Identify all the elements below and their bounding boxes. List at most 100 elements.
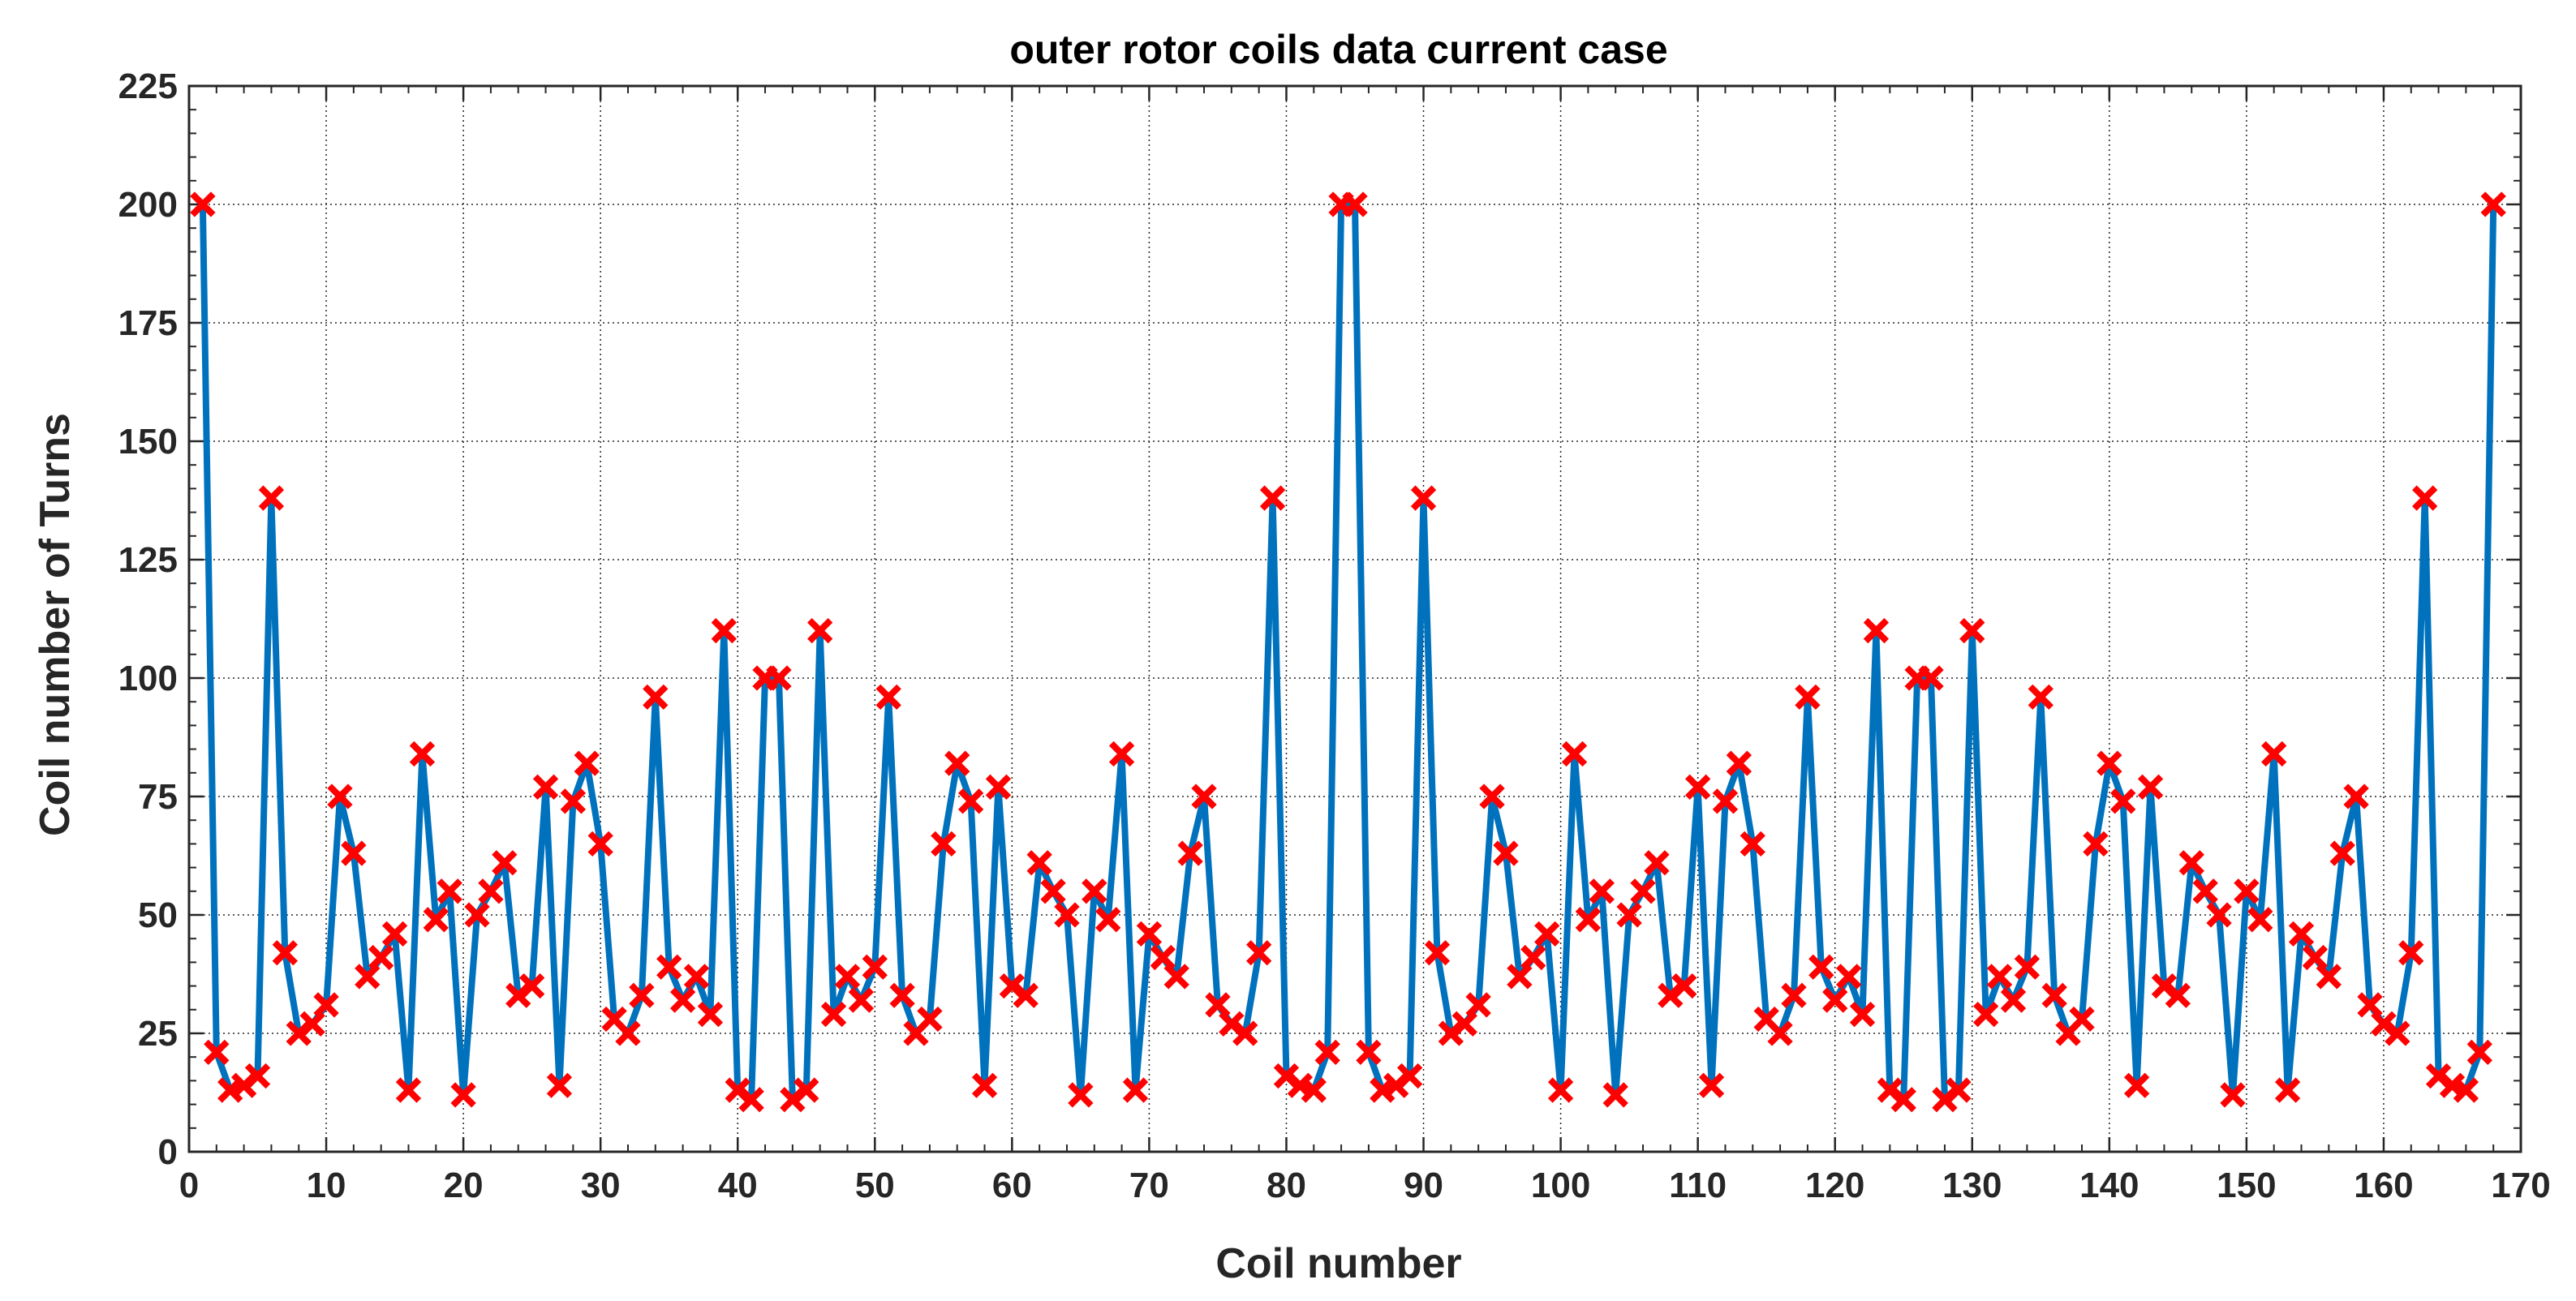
data-point-marker (1959, 617, 1985, 644)
x-tick-label: 40 (718, 1166, 758, 1205)
data-point-marker (1465, 992, 1491, 1018)
data-point-marker (1835, 964, 1862, 990)
data-point-marker (272, 940, 298, 966)
data-point-marker (1246, 940, 1272, 966)
data-point-marker (2288, 921, 2315, 947)
series (190, 191, 2506, 1113)
data-point-marker (2234, 878, 2260, 904)
data-point-marker (395, 1077, 422, 1103)
data-point-marker (944, 750, 970, 776)
data-point-marker (1342, 191, 1368, 217)
data-point-marker (2206, 902, 2232, 928)
data-point-marker (957, 788, 984, 814)
data-point-marker (697, 1001, 724, 1028)
data-point-marker (2041, 982, 2067, 1008)
data-point-marker (518, 973, 545, 999)
data-point-marker (1040, 878, 1066, 904)
data-point-marker (1136, 921, 1163, 947)
y-axis-title: Coil number of Turns (32, 413, 79, 836)
data-point-marker (1451, 1011, 1477, 1037)
data-point-marker (1314, 1039, 1340, 1066)
data-point-marker (2083, 831, 2109, 857)
data-point-marker (1026, 850, 1052, 876)
data-point-marker (2000, 987, 2027, 1013)
data-point-marker (492, 850, 518, 876)
data-point-marker (478, 878, 504, 904)
data-point-marker (244, 1063, 271, 1089)
data-point-marker (409, 741, 436, 767)
data-point-marker (1575, 907, 1602, 933)
data-point-marker (450, 1082, 476, 1108)
data-point-marker (1684, 774, 1711, 800)
data-point-marker (2412, 485, 2438, 511)
data-point-marker (2123, 1072, 2150, 1098)
data-point-marker (1644, 850, 1670, 876)
data-point-marker (1781, 982, 1807, 1008)
data-point-marker (2137, 774, 2164, 800)
data-point-marker (2028, 684, 2053, 711)
x-tick-label: 110 (1669, 1166, 1727, 1205)
data-point-marker (1946, 1077, 1972, 1103)
data-point-marker (629, 982, 655, 1008)
data-point-marker (931, 831, 957, 857)
data-point-marker (1630, 878, 1656, 904)
data-point-marker (2398, 940, 2424, 966)
data-point-marker (793, 1077, 819, 1103)
data-point-marker (1191, 784, 1217, 809)
x-tick-label: 70 (1129, 1166, 1169, 1205)
data-point-marker (2261, 741, 2287, 767)
data-point-marker (971, 1072, 998, 1098)
data-point-marker (1424, 940, 1451, 966)
data-point-marker (368, 944, 394, 971)
data-point-marker (1163, 964, 1189, 990)
x-tick-label: 170 (2491, 1166, 2550, 1205)
data-point-marker (1726, 750, 1752, 776)
data-point-marker (834, 964, 861, 990)
y-tick-label: 150 (118, 422, 178, 462)
data-point-marker (985, 774, 1012, 800)
x-tick-label: 100 (1531, 1166, 1590, 1205)
data-point-marker (1205, 992, 1231, 1018)
data-point-marker (1095, 907, 1121, 933)
x-tick-label: 120 (1805, 1166, 1864, 1205)
x-tick-label: 0 (179, 1166, 199, 1205)
data-point-marker (1356, 1039, 1382, 1066)
data-point-marker (1808, 954, 1834, 980)
data-point-marker (190, 191, 216, 217)
data-point-marker (1410, 485, 1437, 511)
data-point-marker (1890, 1087, 1916, 1113)
data-point-marker (1863, 617, 1890, 644)
data-point-marker (299, 1011, 325, 1037)
tick-labels: 0 10 20 30 40 50 60 70 80 90 100 110 120 130 140 150 160… (118, 67, 2551, 1205)
data-point-marker (669, 987, 696, 1013)
data-point-marker (1520, 944, 1546, 971)
x-tick-label: 30 (581, 1166, 621, 1205)
data-point-marker (2385, 1020, 2410, 1046)
y-tick-label: 175 (118, 303, 178, 343)
x-tick-label: 60 (992, 1166, 1032, 1205)
data-point-marker (546, 1072, 573, 1098)
data-point-marker (656, 954, 682, 980)
x-tick-label: 10 (307, 1166, 346, 1205)
data-point-marker (766, 665, 792, 691)
data-point-marker (2178, 850, 2204, 876)
data-point-marker (1795, 684, 1821, 711)
data-point-marker (1301, 1077, 1327, 1103)
data-point-marker (643, 684, 669, 711)
data-point-marker (848, 987, 875, 1013)
data-point-marker (2329, 840, 2355, 866)
data-point-marker (683, 964, 710, 990)
data-point-marker (1849, 1001, 1876, 1028)
data-point-marker (2453, 1077, 2479, 1103)
data-point-marker (2220, 1082, 2246, 1108)
data-point-marker (1986, 964, 2013, 990)
data-point-marker (1822, 987, 1848, 1013)
data-point-marker (381, 921, 408, 947)
data-point-marker (2343, 784, 2369, 809)
data-point-marker (423, 907, 449, 933)
data-point-marker (1973, 1001, 1999, 1028)
data-point-marker (2096, 750, 2122, 776)
data-point-marker (1493, 840, 1519, 866)
data-point-marker (574, 750, 600, 776)
x-axis-title: Coil number (1215, 1240, 1461, 1287)
